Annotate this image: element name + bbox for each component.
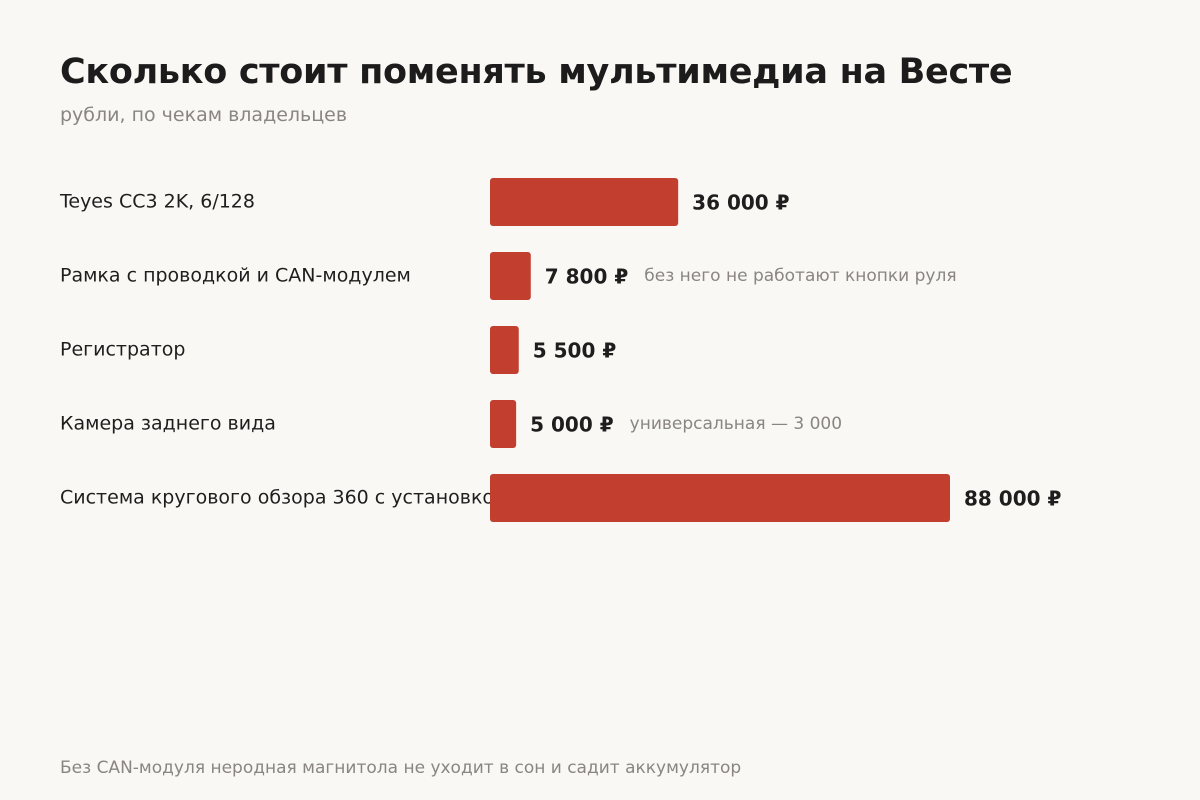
value-label: 88 000 ₽ <box>964 487 1062 511</box>
chart-footnote: Без CAN-модуля неродная магнитола не ухо… <box>60 758 742 778</box>
category-label: Teyes CC3 2K, 6/128 <box>59 191 255 213</box>
bar-annotation: универсальная — 3 000 <box>630 414 842 434</box>
category-label: Система кругового обзора 360 с установко… <box>60 487 506 509</box>
value-label: 5 500 ₽ <box>533 339 617 363</box>
bar-annotation: без него не работают кнопки руля <box>644 266 956 286</box>
bar <box>490 178 679 226</box>
bar <box>490 326 519 374</box>
category-label: Регистратор <box>60 339 185 361</box>
bar <box>490 252 531 300</box>
chart-title: Сколько стоит поменять мультимедиа на Ве… <box>60 52 1013 92</box>
value-label: 7 800 ₽ <box>545 265 629 289</box>
value-label: 36 000 ₽ <box>692 191 790 215</box>
bar <box>490 474 950 522</box>
bar <box>490 400 517 448</box>
category-label: Рамка с проводкой и CAN-модулем <box>60 265 411 287</box>
value-label: 5 000 ₽ <box>530 413 614 437</box>
category-label: Камера заднего вида <box>60 413 276 435</box>
chart-subtitle: рубли, по чекам владельцев <box>60 104 348 126</box>
